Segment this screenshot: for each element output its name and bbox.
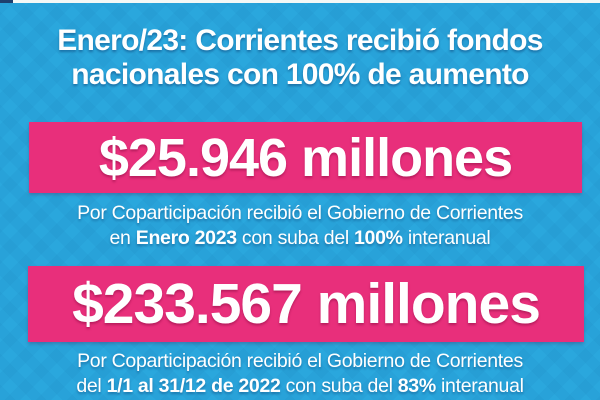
description-year: Por Coparticipación recibió el Gobierno … bbox=[0, 349, 600, 399]
description-year-line-1: Por Coparticipación recibió el Gobierno … bbox=[77, 350, 523, 372]
headline-line-2: nacionales con 100% de aumento bbox=[71, 58, 529, 91]
amount-january: $25.946 millones bbox=[98, 127, 513, 188]
description-january: Por Coparticipación recibió el Gobierno … bbox=[0, 201, 600, 251]
increase-january: 100% bbox=[354, 227, 403, 249]
top-left-corner-mark bbox=[0, 0, 13, 3]
amount-banner-january: $25.946 millones bbox=[29, 122, 582, 193]
description-january-line-2: en Enero 2023 con suba del 100% interanu… bbox=[109, 227, 491, 249]
description-january-line-1: Por Coparticipación recibió el Gobierno … bbox=[77, 202, 523, 224]
top-border-strip bbox=[0, 0, 600, 3]
headline: Enero/23: Corrientes recibió fondos naci… bbox=[0, 24, 600, 92]
amount-year: $233.567 millones bbox=[72, 272, 541, 336]
period-january: Enero 2023 bbox=[135, 227, 237, 249]
period-year: 1/1 al 31/12 de 2022 bbox=[106, 375, 281, 397]
increase-year: 83% bbox=[397, 375, 436, 397]
amount-banner-year: $233.567 millones bbox=[28, 266, 584, 342]
description-year-line-2: del 1/1 al 31/12 de 2022 con suba del 83… bbox=[76, 375, 524, 397]
headline-line-1: Enero/23: Corrientes recibió fondos bbox=[57, 24, 543, 57]
